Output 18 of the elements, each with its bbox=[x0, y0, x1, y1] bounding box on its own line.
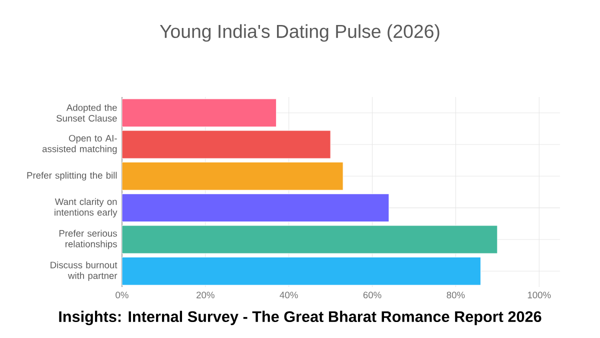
x-tick-label: 40% bbox=[280, 292, 298, 298]
x-tick-label: 0% bbox=[116, 292, 128, 298]
x-tick-label: 60% bbox=[363, 292, 382, 298]
bar bbox=[122, 225, 498, 254]
bar bbox=[122, 130, 331, 159]
x-tick-label: 80% bbox=[446, 292, 465, 298]
y-tick-label: Adopted the Sunset Clause bbox=[56, 104, 117, 122]
bar bbox=[122, 98, 277, 128]
text: Insights: Internal Survey - The Great Bharat Romance Report 2026 bbox=[59, 310, 542, 326]
x-tick-label: 20% bbox=[196, 292, 214, 298]
chart-title: Young India's Dating Pulse (2026) bbox=[160, 24, 440, 42]
x-tick-label: 100% bbox=[528, 292, 551, 298]
bar bbox=[122, 194, 390, 222]
y-tick-label: Prefer splitting the bill bbox=[27, 172, 117, 181]
y-tick-label: Prefer serious relationships bbox=[59, 230, 117, 250]
y-tick-label: Want clarity on intentions early bbox=[54, 198, 118, 218]
y-tick-label: Open to AI-assisted matching bbox=[42, 134, 117, 154]
y-tick-label: Discuss burnout with partner bbox=[50, 261, 118, 281]
